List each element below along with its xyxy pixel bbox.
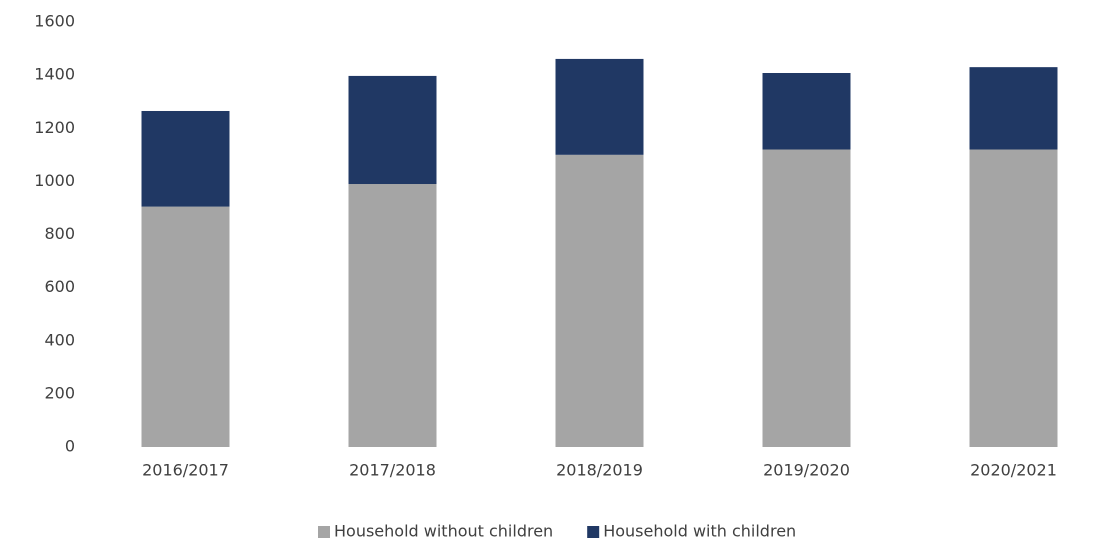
- x-tick-label: 2020/2021: [970, 461, 1057, 480]
- x-tick-label: 2017/2018: [349, 461, 436, 480]
- y-tick-label: 0: [65, 437, 75, 456]
- legend-label: Household with children: [603, 522, 796, 541]
- bar-segment: [555, 58, 644, 155]
- y-tick-label: 1600: [34, 12, 75, 31]
- bar-segment: [348, 75, 437, 185]
- x-tick-label: 2016/2017: [142, 461, 229, 480]
- bar-segment: [141, 206, 230, 447]
- bar-segment: [969, 67, 1058, 150]
- y-tick-label: 800: [44, 224, 75, 243]
- legend-swatch: [587, 526, 600, 538]
- y-tick-label: 600: [44, 277, 75, 296]
- x-tick-label: 2018/2019: [556, 461, 643, 480]
- y-tick-label: 400: [44, 330, 75, 349]
- legend-label: Household without children: [334, 522, 553, 541]
- y-tick-label: 1000: [34, 171, 75, 190]
- y-tick-label: 1400: [34, 65, 75, 84]
- y-tick-label: 1200: [34, 118, 75, 137]
- bar-segment: [141, 110, 230, 207]
- x-tick-label: 2019/2020: [763, 461, 850, 480]
- bar-segment: [969, 149, 1058, 447]
- y-tick-label: 200: [44, 383, 75, 402]
- bar-segment: [555, 154, 644, 447]
- bar-segment: [762, 149, 851, 447]
- bar-segment: [762, 73, 851, 150]
- legend-swatch: [318, 526, 330, 538]
- bar-segment: [348, 184, 437, 447]
